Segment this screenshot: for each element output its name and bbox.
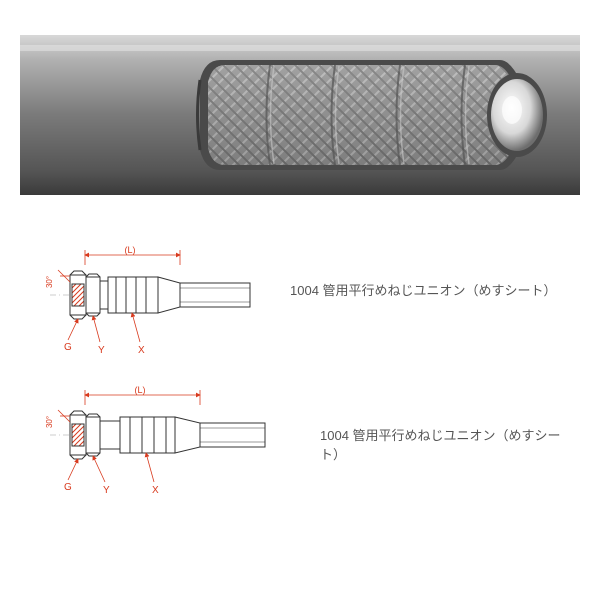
X-label-1: X xyxy=(138,345,145,356)
Y-label-2: Y xyxy=(103,485,110,496)
dimension-L-1: (L) xyxy=(125,245,136,255)
G-label-1: G xyxy=(64,342,72,353)
hose-photo xyxy=(20,30,580,200)
fitting-label-2: 1004 管用平行めねじユニオン（めすシート） xyxy=(320,425,570,463)
angle-label-1: 30° xyxy=(45,276,54,288)
dimension-L-2: (L) xyxy=(135,385,146,395)
fitting-label-1: 1004 管用平行めねじユニオン（めすシート） xyxy=(290,280,557,299)
X-label-2: X xyxy=(152,485,159,496)
fitting-diagram-1: (L) xyxy=(45,245,250,356)
G-label-2: G xyxy=(64,482,72,493)
fitting-diagram-2: (L) xyxy=(45,385,265,496)
hose-photo-svg xyxy=(20,30,580,200)
fitting-diagrams: (L) xyxy=(30,240,570,540)
angle-label-2: 30° xyxy=(45,416,54,428)
Y-label-1: Y xyxy=(98,345,105,356)
